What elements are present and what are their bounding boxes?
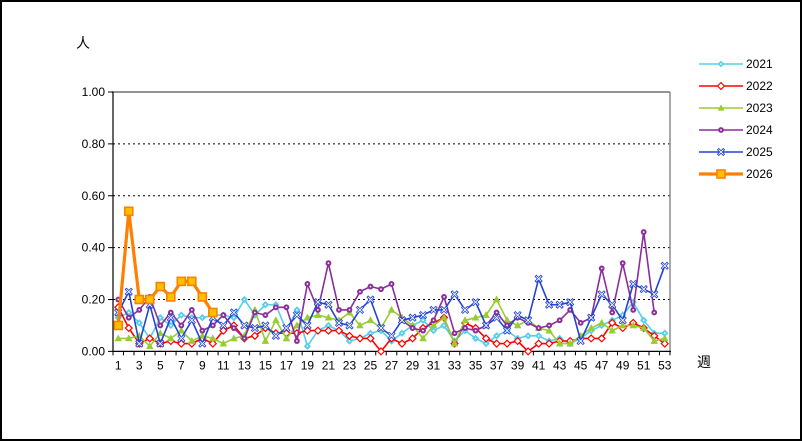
x-tick-label: 1 xyxy=(115,358,122,372)
y-tick-label: 0.00 xyxy=(82,344,106,358)
x-axis: 1 3 5 7 9 11 13 15 17 19 21 23 25 27 29 31 33 35 37 39 41 43 4… xyxy=(112,351,672,372)
x-tick-label: 19 xyxy=(301,358,315,372)
legend-item-2023: 2023 xyxy=(699,97,773,119)
x-tick-label: 33 xyxy=(448,358,462,372)
x-tick-label: 27 xyxy=(385,358,399,372)
x-tick-label: 9 xyxy=(199,358,206,372)
legend-label: 2023 xyxy=(746,101,773,115)
legend-marker-open-diamond-icon xyxy=(699,80,743,92)
legend-label: 2021 xyxy=(746,57,773,71)
legend-marker-x-icon xyxy=(699,146,743,158)
x-tick-label: 53 xyxy=(658,358,672,372)
x-tick-label: 11 xyxy=(217,358,230,372)
y-tick-label: 0.80 xyxy=(82,137,106,151)
legend-item-2025: 2025 xyxy=(699,141,773,163)
legend-item-2026: 2026 xyxy=(699,163,773,185)
legend-item-2024: 2024 xyxy=(699,119,773,141)
legend-marker-circle-icon xyxy=(699,124,743,136)
chart-legend: 2021 2022 2023 2024 2025 2026 xyxy=(699,53,773,185)
x-tick-label: 31 xyxy=(427,358,441,372)
x-tick-label: 15 xyxy=(259,358,273,372)
x-tick-label: 45 xyxy=(574,358,588,372)
legend-label: 2024 xyxy=(746,123,773,137)
x-axis-unit-label: 週 xyxy=(697,354,711,370)
series-line-2024 xyxy=(117,231,655,342)
y-tick-label: 0.60 xyxy=(82,189,106,203)
x-tick-label: 13 xyxy=(238,358,252,372)
y-tick-label: 0.20 xyxy=(82,293,106,307)
series-2024 xyxy=(115,229,658,344)
x-tick-label: 43 xyxy=(553,358,567,372)
x-tick-label: 23 xyxy=(343,358,357,372)
legend-label: 2026 xyxy=(746,167,773,181)
plot-frame xyxy=(112,91,671,352)
x-tick-label: 7 xyxy=(178,358,185,372)
x-tick-label: 37 xyxy=(490,358,504,372)
series-line-2026 xyxy=(116,209,215,328)
y-tick-label: 1.00 xyxy=(82,85,106,99)
y-axis-unit-label: 人 xyxy=(76,35,90,51)
x-tick-label: 49 xyxy=(616,358,630,372)
y-axis: 0.00 0.20 0.40 0.60 0.80 1.00 xyxy=(82,85,113,358)
gridlines xyxy=(113,143,670,301)
legend-marker-triangle-icon xyxy=(699,102,743,114)
x-tick-label: 29 xyxy=(406,358,420,372)
y-tick-label: 0.40 xyxy=(82,241,106,255)
legend-item-2022: 2022 xyxy=(699,75,773,97)
legend-marker-diamond-icon xyxy=(699,58,743,70)
legend-item-2021: 2021 xyxy=(699,53,773,75)
series-2025 xyxy=(114,261,669,348)
legend-marker-square-icon xyxy=(699,168,743,180)
x-tick-label: 21 xyxy=(322,358,336,372)
x-tick-label: 41 xyxy=(532,358,546,372)
x-tick-label: 39 xyxy=(511,358,525,372)
legend-label: 2022 xyxy=(746,79,773,93)
x-tick-label: 47 xyxy=(595,358,609,372)
series-2026 xyxy=(113,206,218,331)
x-tick-label: 5 xyxy=(157,358,164,372)
x-tick-label: 3 xyxy=(136,358,143,372)
legend-label: 2025 xyxy=(746,145,773,159)
x-tick-label: 35 xyxy=(469,358,483,372)
x-tick-label: 51 xyxy=(637,358,651,372)
x-tick-label: 17 xyxy=(280,358,294,372)
x-tick-label: 25 xyxy=(364,358,378,372)
